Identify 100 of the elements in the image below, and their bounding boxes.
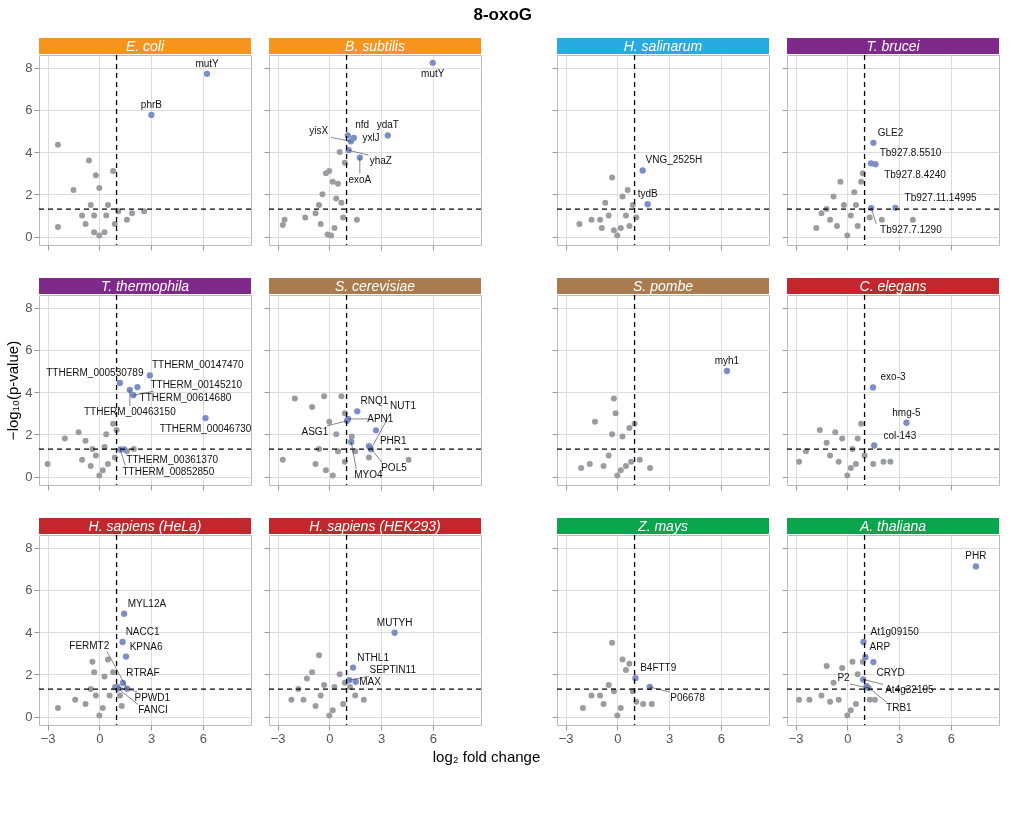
annotation: NTHL1 — [357, 651, 390, 663]
annotation: MYO4 — [354, 468, 384, 480]
y-tick-label: 6 — [25, 102, 33, 118]
annotation: TTHERM_00463150 — [83, 406, 177, 417]
annotation: TTHERM_00852850 — [122, 465, 215, 477]
annotation: RNQ1 — [360, 395, 389, 407]
y-tick-label: 2 — [25, 426, 33, 442]
chart-title: A. thaliana — [858, 518, 927, 534]
annotation: yhaZ — [369, 155, 392, 167]
annotation: yisX — [309, 125, 329, 137]
annotation: MYL12A — [127, 597, 167, 609]
y-tick-label: 0 — [25, 709, 33, 725]
annotation: exo-3 — [880, 371, 906, 383]
y-tick-label: 0 — [25, 229, 33, 245]
x-tick-label: 3 — [895, 730, 904, 746]
annotation: B4FTT9 — [640, 662, 677, 674]
annotation: At1g09150 — [870, 626, 920, 638]
chart-title: S. cerevisiae — [334, 278, 416, 294]
y-axis-title: −log₁₀(p-value) — [4, 340, 22, 441]
annotation: GLE2 — [877, 126, 904, 138]
annotation: SEPTIN11 — [369, 664, 417, 676]
annotation: TTHERM_00145210 — [150, 379, 243, 391]
x-tick-label: −3 — [270, 730, 286, 746]
annotation: ASG1 — [301, 425, 329, 437]
annotation: P06678 — [670, 692, 706, 703]
y-tick-label: 8 — [25, 540, 33, 556]
x-tick-label: 0 — [96, 730, 104, 746]
text: 8-oxoG — [473, 4, 532, 24]
y-tick-label: 6 — [25, 342, 33, 358]
annotation: nfd — [355, 119, 370, 131]
annotation: TRB1 — [886, 702, 913, 714]
x-tick-label: 0 — [844, 730, 852, 746]
annotation: yxlJ — [362, 131, 380, 143]
x-tick-label: 6 — [429, 730, 437, 746]
annotation: PHR1 — [379, 435, 407, 447]
annotation: P2 — [837, 672, 851, 684]
annotation: Tb927.7.1290 — [880, 224, 943, 236]
chart-title: Z. mays — [637, 518, 688, 534]
x-tick-label: 3 — [377, 730, 386, 746]
annotation: NUT1 — [390, 400, 417, 412]
annotation: At4g32105 — [885, 684, 934, 696]
chart-title: H. salinarum — [623, 38, 703, 54]
chart-title: S. pombe — [633, 278, 694, 294]
y-tick-label: 0 — [25, 469, 33, 485]
annotation: Tb927.11.14995 — [904, 191, 978, 203]
x-tick-label: 3 — [147, 730, 156, 746]
annotation: hmg-5 — [892, 406, 922, 418]
y-tick-label: 6 — [25, 582, 33, 598]
x-tick-label: 0 — [614, 730, 622, 746]
annotation: MUTYH — [376, 616, 413, 628]
chart-title: E. coli — [125, 38, 165, 54]
x-tick-label: 6 — [717, 730, 725, 746]
annotation: RTRAF — [126, 666, 160, 678]
annotation: exoA — [348, 173, 372, 185]
x-tick-label: −3 — [558, 730, 574, 746]
annotation: tydB — [637, 188, 658, 200]
chart-title: T. thermophila — [100, 278, 190, 294]
annotation: Tb927.8.5510 — [879, 147, 942, 159]
x-axis-title: log₂ fold change — [432, 747, 541, 765]
x-tick-label: 0 — [326, 730, 334, 746]
chart-title: H. sapiens (HEK293) — [309, 518, 441, 534]
annotation: FERMT2 — [69, 639, 110, 651]
annotation: ydaT — [376, 119, 399, 131]
x-tick-label: −3 — [788, 730, 804, 746]
y-tick-label: 2 — [25, 666, 33, 682]
annotation: phrB — [140, 98, 163, 110]
annotation: TTHERM_00147470 — [151, 359, 245, 371]
chart-title: H. sapiens (HeLa) — [88, 518, 202, 534]
annotation: col-143 — [883, 429, 917, 441]
annotation: myh1 — [714, 355, 740, 366]
chart-title: C. elegans — [859, 278, 927, 294]
annotation: PPWD1 — [134, 691, 171, 703]
annotation: CRYD — [876, 667, 905, 679]
annotation: MAX — [359, 675, 382, 687]
chart-title: T. brucei — [866, 38, 921, 54]
x-tick-label: 3 — [665, 730, 674, 746]
annotation: VNG_2525H — [645, 154, 703, 166]
annotation: TTHERM_000530789 — [46, 367, 144, 379]
annotation: APN1 — [367, 412, 394, 424]
y-tick-label: 2 — [25, 186, 33, 202]
annotation: TTHERM_00361370 — [126, 454, 219, 466]
annotation: FANCI — [138, 704, 168, 716]
y-tick-label: 4 — [25, 384, 33, 400]
y-tick-label: 4 — [25, 624, 33, 640]
annotation: NACC1 — [125, 626, 160, 638]
annotation: mutY — [421, 67, 445, 79]
y-tick-label: 4 — [25, 144, 33, 160]
x-tick-label: 6 — [199, 730, 207, 746]
annotation: TTHERM_00614680 — [139, 392, 232, 404]
annotation: ARP — [869, 641, 891, 653]
annotation: KPNA6 — [129, 640, 163, 652]
x-tick-label: 6 — [947, 730, 955, 746]
y-tick-label: 8 — [25, 60, 33, 76]
annotation: PHR — [965, 550, 987, 562]
chart-title: B. subtilis — [345, 38, 405, 54]
annotation: mutY — [195, 57, 220, 69]
annotation: Tb927.8.4240 — [884, 169, 947, 181]
annotation: TTHERM_00046730 — [159, 423, 252, 435]
x-tick-label: −3 — [40, 730, 56, 746]
annotation: POL5 — [381, 462, 408, 474]
